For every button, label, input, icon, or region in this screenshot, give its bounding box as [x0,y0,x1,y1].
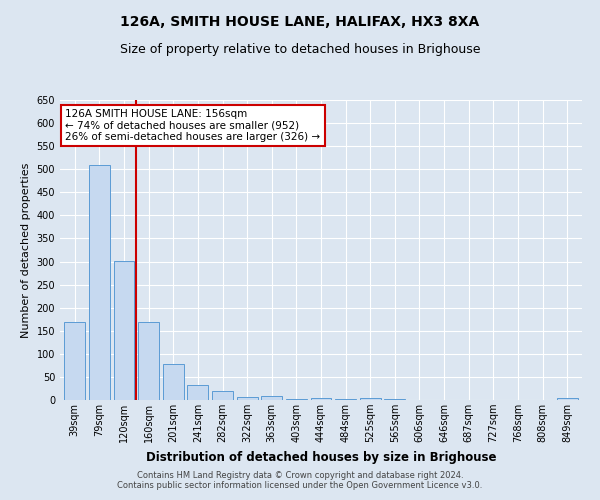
Bar [261,396,282,400]
Bar [163,364,184,400]
Text: 126A, SMITH HOUSE LANE, HALIFAX, HX3 8XA: 126A, SMITH HOUSE LANE, HALIFAX, HX3 8XA [121,15,479,29]
Bar [311,398,331,400]
Y-axis label: Number of detached properties: Number of detached properties [21,162,31,338]
Bar [64,322,85,400]
Text: Contains HM Land Registry data © Crown copyright and database right 2024.
Contai: Contains HM Land Registry data © Crown c… [118,470,482,490]
Bar [138,322,159,400]
Bar [187,385,208,400]
X-axis label: Distribution of detached houses by size in Brighouse: Distribution of detached houses by size … [146,450,496,464]
Text: 126A SMITH HOUSE LANE: 156sqm
← 74% of detached houses are smaller (952)
26% of : 126A SMITH HOUSE LANE: 156sqm ← 74% of d… [65,109,320,142]
Bar [385,399,406,400]
Bar [212,391,233,400]
Bar [335,399,356,400]
Bar [557,398,578,400]
Bar [113,260,134,400]
Text: Size of property relative to detached houses in Brighouse: Size of property relative to detached ho… [120,42,480,56]
Bar [89,164,110,400]
Bar [236,397,257,400]
Bar [360,398,381,400]
Bar [286,399,307,400]
